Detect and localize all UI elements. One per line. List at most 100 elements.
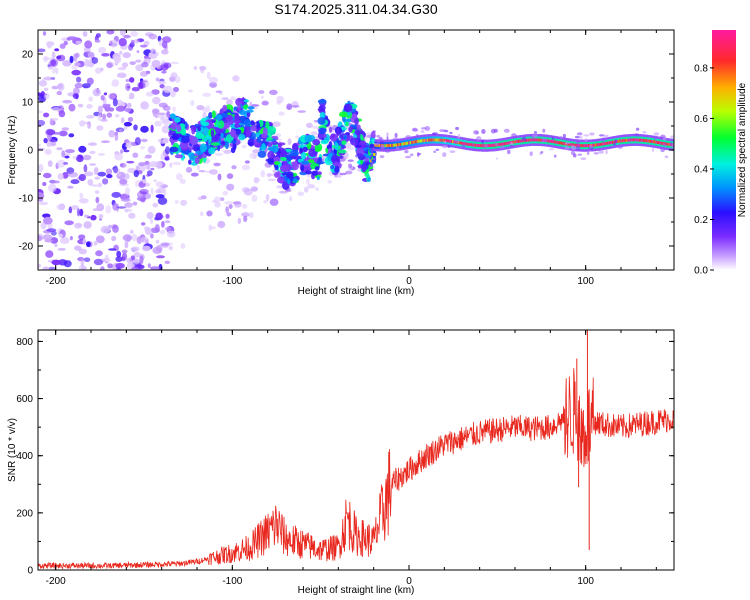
heatmap-cell [447,139,451,143]
heatmap-cell [140,125,149,133]
heatmap-cell [575,143,578,147]
spectrogram-plot-area [38,30,674,270]
colorbar-tick-label: 0.8 [694,63,708,74]
heatmap-cell [220,132,224,139]
heatmap-cell [120,149,124,154]
heatmap-cell [654,140,657,144]
heatmap-cell [93,167,99,175]
heatmap-cell [260,170,266,178]
heatmap-cell [418,139,421,143]
heatmap-cell [57,83,63,89]
heatmap-cell [151,89,160,95]
heatmap-cell [221,97,229,100]
heatmap-cell [277,176,286,184]
heatmap-cell [247,138,255,147]
heatmap-cell [159,229,166,235]
heatmap-cell [660,147,665,153]
heatmap-cell [103,92,108,96]
heatmap-cell [273,156,281,163]
heatmap-cell [365,161,370,166]
heatmap-cell [181,135,190,144]
x-tick-label: 100 [577,276,594,287]
heatmap-cell [158,80,167,85]
heatmap-cell [511,140,515,144]
heatmap-cell [614,139,618,144]
heatmap-cell [374,143,377,147]
heatmap-cell [126,102,132,108]
heatmap-cell [559,135,563,139]
heatmap-cell [285,189,292,193]
heatmap-cell [604,142,608,145]
heatmap-cell [267,178,277,182]
heatmap-cell [206,71,211,80]
heatmap-cell [106,62,113,69]
heatmap-cell [449,131,453,135]
heatmap-cell [647,139,650,143]
heatmap-cell [613,140,616,144]
heatmap-cell [601,137,606,142]
heatmap-cell [201,121,210,127]
heatmap-cell [261,100,269,106]
heatmap-cell [84,40,93,49]
heatmap-cell [422,139,425,143]
heatmap-cell [535,138,539,142]
spectrogram-y-label: Frequency (Hz) [7,116,18,185]
heatmap-cell [44,148,52,155]
heatmap-cell [650,139,653,143]
heatmap-cell [529,151,533,156]
heatmap-cell [316,176,320,180]
heatmap-cell [58,259,68,266]
heatmap-cell [612,142,617,146]
heatmap-cell [78,145,87,153]
heatmap-cell [664,155,669,158]
heatmap-cell [269,198,279,206]
heatmap-cell [135,59,142,63]
heatmap-cell [459,141,462,145]
heatmap-cell [411,140,414,144]
x-tick-label: -200 [46,276,66,287]
heatmap-cell [444,140,447,144]
heatmap-cell [338,155,344,159]
heatmap-cell [133,170,139,178]
heatmap-cell [644,139,647,142]
heatmap-cell [617,144,623,149]
heatmap-cell [155,239,160,244]
heatmap-cell [484,144,488,148]
heatmap-cell [628,138,632,142]
heatmap-cell [548,139,551,143]
heatmap-cell [64,155,70,159]
heatmap-cell [481,144,485,148]
heatmap-cell [127,167,137,174]
heatmap-cell [662,142,666,145]
heatmap-cell [415,134,419,137]
heatmap-cell [87,121,92,129]
heatmap-cell [58,130,68,137]
heatmap-cell [114,113,120,118]
heatmap-cell [47,266,57,270]
heatmap-cell [256,136,262,143]
heatmap-cell [83,171,94,177]
heatmap-cell [532,138,536,142]
heatmap-cell [131,233,138,242]
y-tick-label: 20 [22,50,34,61]
heatmap-cell [245,160,250,164]
heatmap-cell [420,127,427,130]
heatmap-cell [412,140,416,144]
heatmap-cell [203,127,209,136]
heatmap-cell [597,143,601,147]
heatmap-cell [233,201,242,208]
heatmap-cell [642,131,647,134]
heatmap-cell [71,69,81,76]
heatmap-cell [503,142,506,146]
heatmap-cell [339,111,348,118]
heatmap-cell [312,139,321,146]
heatmap-cell [160,153,165,161]
heatmap-cell [193,66,198,70]
heatmap-cell [511,133,517,138]
heatmap-cell [455,126,460,131]
heatmap-cell [180,128,186,136]
heatmap-cell [577,153,582,156]
heatmap-cell [88,142,97,146]
heatmap-cell [223,149,232,154]
heatmap-cell [386,136,389,140]
